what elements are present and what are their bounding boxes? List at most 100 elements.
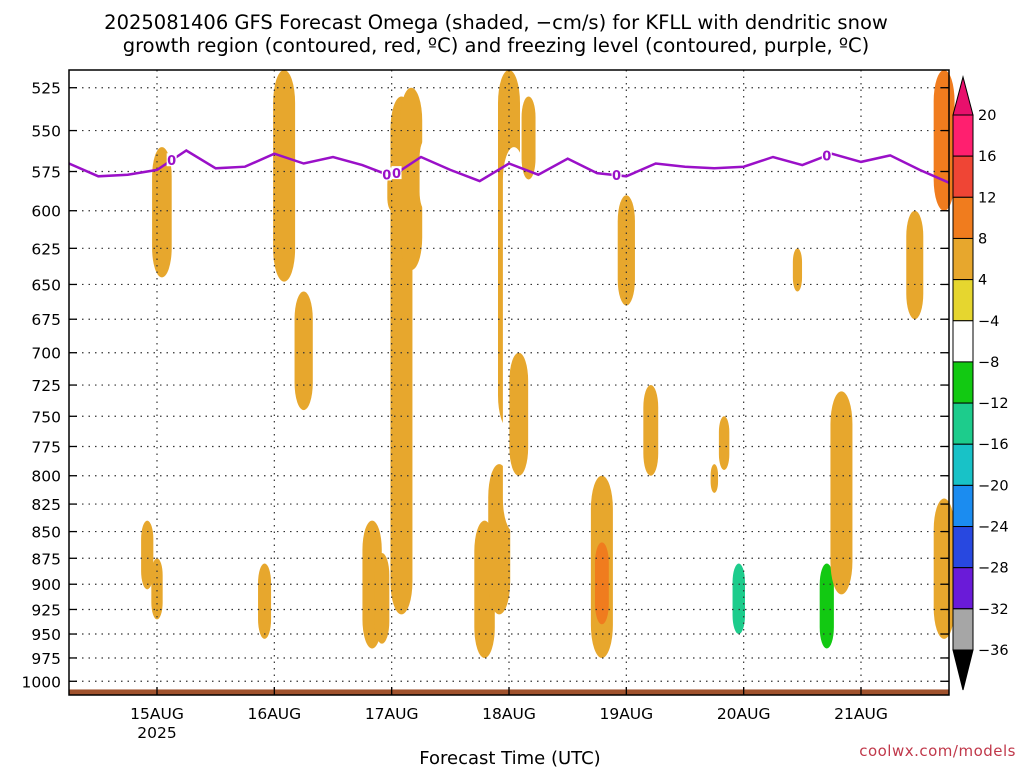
omega-shaded-region [294,291,313,411]
colorbar-swatch [952,443,974,486]
freezing-level-label-bg [391,166,402,180]
omega-shaded-region [731,339,747,429]
colorbar-swatch [952,279,974,322]
freezing-level-label: 0 [382,168,391,183]
omega-shaded-region [632,536,640,564]
omega-shaded-region [273,70,296,282]
freezing-level-label: 0 [612,169,621,184]
y-tick-label: 525 [31,80,61,98]
freezing-level-label: 0 [167,154,176,169]
colorbar-label: −36 [978,643,1009,659]
omega-shaded-region [692,573,708,668]
colorbar-label: −12 [978,396,1009,412]
colorbar-swatch [952,402,974,445]
omega-shaded-region [933,498,955,639]
colorbar-label: −16 [978,437,1009,453]
colorbar-label: 8 [978,231,987,247]
freezing-level-label-bg [611,168,622,182]
omega-shaded-region [594,542,609,625]
omega-shaded-region [718,416,730,470]
x-tick-label: 20AUG [717,705,771,723]
colorbar-label: −8 [978,355,999,371]
x-tick-label: 16AUG [247,705,301,723]
x-tick-label: 15AUG [130,705,184,723]
y-tick-label: 800 [31,468,61,486]
omega-shaded-region [617,195,635,306]
freezing-level-label-bg [821,148,832,162]
omega-shaded-region [732,563,746,635]
omega-shaded-region [710,464,719,493]
x-axis-label: Forecast Time (UTC) [419,748,600,768]
y-tick-label: 1000 [22,673,61,691]
plot-area: 00 0 00 [68,69,955,696]
colorbar-swatch [952,320,974,363]
freezing-level-label: 0 [392,167,401,182]
x-tick-label: 17AUG [365,705,419,723]
y-tick-label: 550 [31,123,61,141]
y-tick-label: 875 [31,550,61,568]
omega-shaded-region [108,70,118,114]
y-tick-label: 700 [31,345,61,363]
y-tick-label: 575 [31,164,61,182]
colorbar-swatch [952,567,974,610]
colorbar-swatch [952,526,974,569]
omega-shaded-region [521,96,536,180]
omega-shaded-region [258,563,272,639]
colorbar-label: 16 [978,149,996,165]
omega-shaded-region [792,248,803,292]
x-tick-label: 21AUG [834,705,888,723]
freezing-level-line [68,149,950,184]
colorbar-swatch [952,361,974,404]
y-tick-label: 675 [31,311,61,329]
colorbar-swatch [952,484,974,528]
colorbar-label: −24 [978,520,1009,536]
colorbar-swatch [952,114,974,157]
omega-shaded-region [509,352,529,476]
y-tick-label: 925 [31,601,61,619]
omega-shaded-region [933,70,955,211]
chart-subtitle: growth region (contoured, red, ºC) and f… [123,34,870,57]
colorbar-label: −28 [978,561,1009,577]
colorbar-swatch [952,608,974,651]
y-tick-label: 725 [31,377,61,395]
omega-shaded-region [906,210,924,320]
y-tick-label: 825 [31,496,61,514]
freezing-level-label: 0 [822,150,831,165]
omega-shaded-region [374,552,390,644]
y-tick-label: 850 [31,524,61,542]
y-tick-label: 975 [31,650,61,668]
colorbar-swatch [952,237,974,281]
omega-shaded-region [108,368,128,493]
colorbar-swatch [952,155,974,198]
x-tick-sublabel: 2025 [137,724,176,742]
colorbar-label: 12 [978,190,996,206]
credit-text: coolwx.com/models [859,742,1016,760]
colorbar-label: 20 [978,108,996,124]
y-tick-label: 600 [31,203,61,221]
y-tick-label: 950 [31,626,61,644]
colorbar-label: −32 [978,602,1009,618]
freezing-level-label-bg [381,167,392,181]
colorbar-label: −4 [978,314,999,330]
colorbar-legend: 20 16 12 8 4 −4 −8 −12 −16 −20 −24 −28 −32 −36 [952,75,1009,691]
x-tick-label: 18AUG [482,705,536,723]
y-tick-label: 650 [31,276,61,294]
chart-title: 2025081406 GFS Forecast Omega (shaded, −… [104,11,888,34]
colorbar-under-triangle [952,649,974,691]
omega-shaded-region [151,558,163,620]
y-tick-label: 625 [31,240,61,258]
omega-shaded-region [643,385,659,476]
omega-shaded-region [400,87,423,271]
omega-shaded-region [830,391,853,595]
x-tick-label: 19AUG [599,705,653,723]
colorbar-over-triangle [952,75,974,116]
y-axis: 525 550 575 600 625 650 675 700 725 750 775 800 825 8… [22,80,949,691]
omega-shaded-region [423,163,438,249]
omega-shaded-region [152,147,172,278]
y-tick-label: 775 [31,438,61,456]
omega-shaded-region [141,520,154,590]
colorbar-label: 4 [978,273,987,289]
y-tick-label: 900 [31,576,61,594]
